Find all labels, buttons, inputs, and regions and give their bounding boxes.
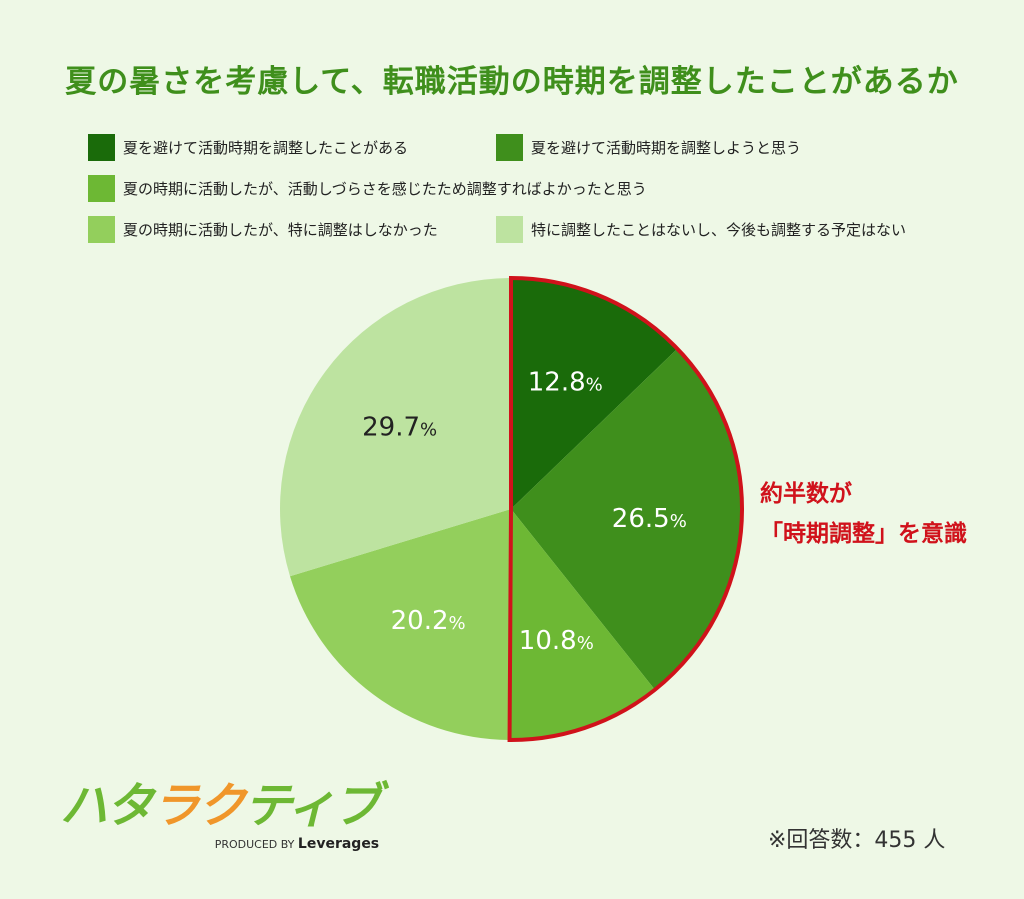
- pie-slice: [511, 278, 678, 509]
- logo-brand: Leverages: [297, 836, 380, 852]
- logo-part2: ラク: [152, 778, 246, 834]
- slice-label: 10.8%: [519, 626, 594, 656]
- logo-part3: ティブ: [244, 778, 381, 834]
- legend-swatch: [88, 216, 115, 243]
- legend-swatch: [88, 175, 115, 202]
- legend-label: 夏を避けて活動時期を調整したことがある: [123, 139, 409, 157]
- logo-part1: ハタ: [60, 778, 154, 834]
- legend-item: 夏を避けて活動時期を調整しようと思う: [496, 134, 801, 161]
- legend-swatch: [88, 134, 115, 161]
- legend-label: 夏の時期に活動したが、特に調整はしなかった: [123, 221, 438, 239]
- legend-label: 夏の時期に活動したが、活動しづらさを感じたため調整すればよかったと思う: [123, 180, 647, 198]
- pie-slice: [289, 509, 511, 740]
- logo: ハタラクティブ PRODUCED BY Leverages: [60, 778, 381, 852]
- respondent-note: ※回答数：455 人: [768, 828, 946, 853]
- legend-item: 夏の時期に活動したが、特に調整はしなかった: [88, 216, 438, 243]
- highlight-outline: [507, 275, 745, 742]
- pie-slice: [511, 348, 742, 690]
- legend-item: 夏を避けて活動時期を調整したことがある: [88, 134, 408, 161]
- legend-label: 特に調整したことはないし、今後も調整する予定はない: [531, 221, 907, 239]
- legend-item: 夏の時期に活動したが、活動しづらさを感じたため調整すればよかったと思う: [88, 175, 647, 202]
- legend-swatch: [496, 134, 523, 161]
- callout-line2: 「時期調整」を意識: [760, 521, 967, 547]
- logo-sub-prefix: PRODUCED BY: [214, 838, 295, 851]
- legend-label: 夏を避けて活動時期を調整しようと思う: [531, 139, 802, 157]
- legend-swatch: [496, 216, 523, 243]
- highlight-callout: 約半数が 「時期調整」を意識: [760, 474, 967, 554]
- callout-line1: 約半数が: [760, 481, 852, 507]
- pie-slice: [279, 278, 511, 577]
- legend-item: 特に調整したことはないし、今後も調整する予定はない: [496, 216, 906, 243]
- pie-slice: [509, 509, 655, 740]
- chart-title: 夏の暑さを考慮して、転職活動の時期を調整したことがあるか: [65, 64, 959, 100]
